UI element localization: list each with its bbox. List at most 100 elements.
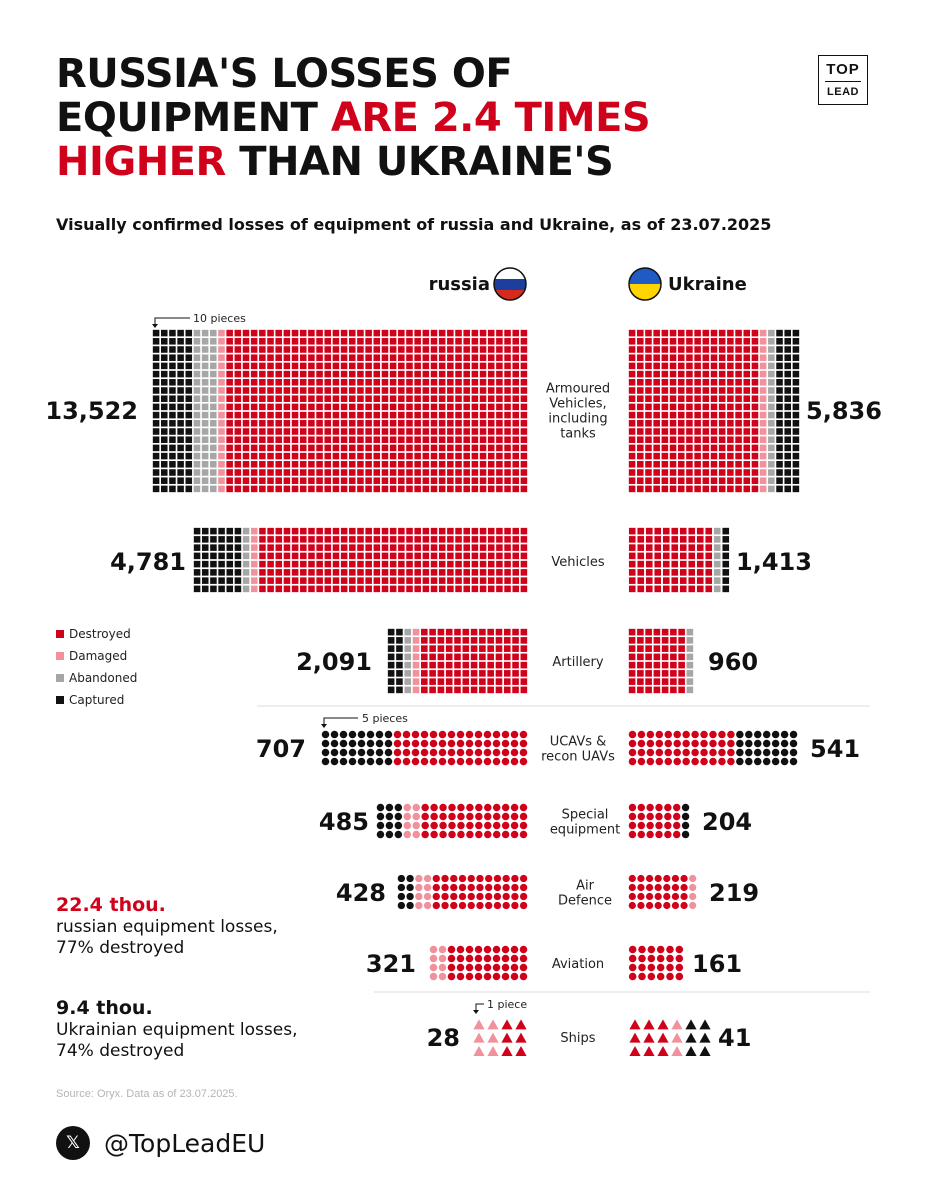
unit-square: [348, 346, 356, 353]
unit-square: [250, 477, 258, 484]
unit-square: [784, 411, 791, 419]
unit-square: [324, 577, 332, 584]
unit-square: [283, 552, 291, 560]
unit-dot: [485, 892, 493, 901]
unit-dot: [656, 972, 665, 981]
unit-square: [479, 686, 486, 694]
unit-square: [406, 346, 413, 353]
unit-square: [316, 436, 323, 443]
unit-square: [357, 477, 364, 484]
unit-square: [710, 354, 718, 361]
unit-square: [677, 485, 685, 493]
unit-square: [389, 395, 397, 402]
unit-square: [479, 411, 487, 419]
unit-square: [218, 452, 225, 460]
unit-square: [259, 544, 266, 551]
unit-square: [710, 485, 718, 493]
unit-square: [340, 338, 348, 345]
unit-square: [471, 354, 479, 361]
unit-square: [398, 569, 405, 576]
unit-square: [324, 560, 332, 568]
unit-dot: [466, 803, 474, 812]
unit-dot: [321, 748, 330, 757]
unit-dot: [397, 892, 406, 901]
unit-square: [479, 444, 487, 452]
unit-square: [705, 560, 713, 568]
unit-square: [504, 569, 511, 576]
unit-square: [267, 362, 274, 370]
unit-square: [471, 577, 479, 584]
unit-square: [210, 370, 217, 378]
unit-square: [218, 329, 225, 337]
unit-square: [177, 461, 184, 468]
unit-square: [496, 527, 503, 535]
unit-dot: [430, 812, 438, 821]
unit-square: [479, 469, 487, 476]
unit-square: [637, 461, 644, 468]
unit-square: [430, 370, 438, 378]
unit-square: [429, 686, 436, 694]
social-handle[interactable]: 𝕏 @TopLeadEU: [56, 1125, 265, 1161]
unit-square: [324, 527, 332, 535]
unit-square: [422, 403, 430, 411]
unit-square: [520, 362, 528, 370]
russia-stat-line-2: 77% destroyed: [56, 938, 185, 958]
unit-dot: [375, 748, 384, 757]
unit-square: [193, 552, 201, 560]
unit-triangle: [685, 1032, 697, 1043]
unit-square: [470, 678, 478, 685]
unit-square: [768, 370, 775, 378]
unit-square: [661, 428, 669, 435]
unit-square: [396, 661, 403, 669]
unit-square: [670, 686, 677, 694]
unit-square: [702, 469, 710, 476]
unit-square: [696, 527, 704, 535]
unit-square: [628, 645, 636, 652]
unit-square: [275, 536, 283, 543]
unit-square: [332, 560, 340, 568]
unit-square: [718, 370, 726, 378]
unit-square: [234, 403, 242, 411]
unit-square: [193, 585, 201, 593]
unit-square: [357, 552, 364, 560]
unit-dot: [397, 901, 406, 910]
unit-dot: [638, 963, 646, 972]
unit-dot: [465, 757, 474, 766]
unit-square: [696, 536, 704, 543]
unit-square: [710, 461, 718, 468]
unit-square: [679, 544, 687, 551]
unit-dot: [403, 803, 412, 812]
unit-square: [226, 370, 233, 378]
unit-square: [645, 329, 652, 337]
unit-square: [365, 338, 372, 345]
unit-square: [389, 354, 397, 361]
unit-square: [373, 403, 381, 411]
unit-square: [226, 354, 233, 361]
unit-square: [201, 527, 209, 535]
unit-square: [637, 544, 645, 551]
unit-square: [686, 477, 693, 484]
logo-top-text: TOP: [826, 61, 860, 78]
unit-square: [340, 329, 348, 337]
unit-square: [455, 338, 462, 345]
unit-square: [677, 461, 685, 468]
unit-square: [414, 436, 421, 443]
unit-square: [373, 411, 381, 419]
unit-square: [487, 560, 495, 568]
unit-square: [479, 678, 486, 685]
unit-square: [160, 452, 168, 460]
unit-dot: [689, 901, 697, 910]
unit-square: [487, 346, 495, 353]
unit-square: [718, 379, 726, 386]
unit-square: [381, 395, 389, 402]
unit-square: [496, 461, 503, 468]
unit-square: [324, 544, 332, 551]
unit-square: [160, 338, 168, 345]
unit-square: [718, 354, 726, 361]
unit-square: [250, 370, 258, 378]
unit-square: [267, 585, 274, 593]
unit-square: [177, 428, 184, 435]
unit-square: [637, 628, 644, 636]
unit-square: [177, 452, 184, 460]
unit-square: [447, 354, 454, 361]
